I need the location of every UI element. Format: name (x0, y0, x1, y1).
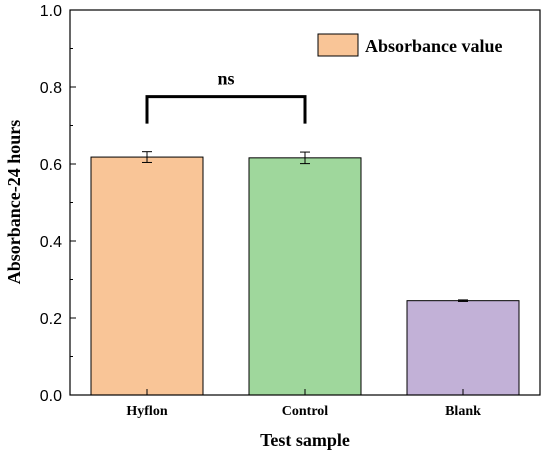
axes: 0.0 0.2 0.4 0.6 0.8 1.0 Hyflon Control Blank (40, 3, 541, 419)
y-axis-title: Absorbance-24 hours (4, 120, 24, 285)
y-tick-label: 0.0 (40, 388, 62, 405)
y-tick-label: 0.2 (40, 311, 62, 328)
y-tick-label: 0.6 (40, 157, 62, 174)
bar-blank (406, 300, 520, 396)
bar-control (248, 157, 362, 396)
significance-annotation: ns (145, 69, 307, 124)
x-axis-title: Test sample (260, 430, 350, 450)
error-bars (142, 151, 468, 302)
x-tick-label-blank: Blank (445, 404, 481, 419)
x-tick-label-control: Control (282, 404, 329, 419)
x-tick-label-hyflon: Hyflon (126, 404, 167, 419)
y-tick-label: 0.4 (40, 234, 62, 251)
bars (90, 156, 520, 396)
bar-hyflon (90, 156, 204, 396)
legend: Absorbance value (317, 33, 503, 57)
legend-label: Absorbance value (365, 36, 503, 56)
significance-label: ns (217, 69, 234, 89)
y-tick-label: 1.0 (40, 3, 62, 20)
y-tick-label: 0.8 (40, 80, 62, 97)
legend-swatch (317, 33, 359, 57)
significance-bracket (145, 95, 307, 124)
axis-labels: Test sample Absorbance-24 hours (4, 120, 350, 450)
